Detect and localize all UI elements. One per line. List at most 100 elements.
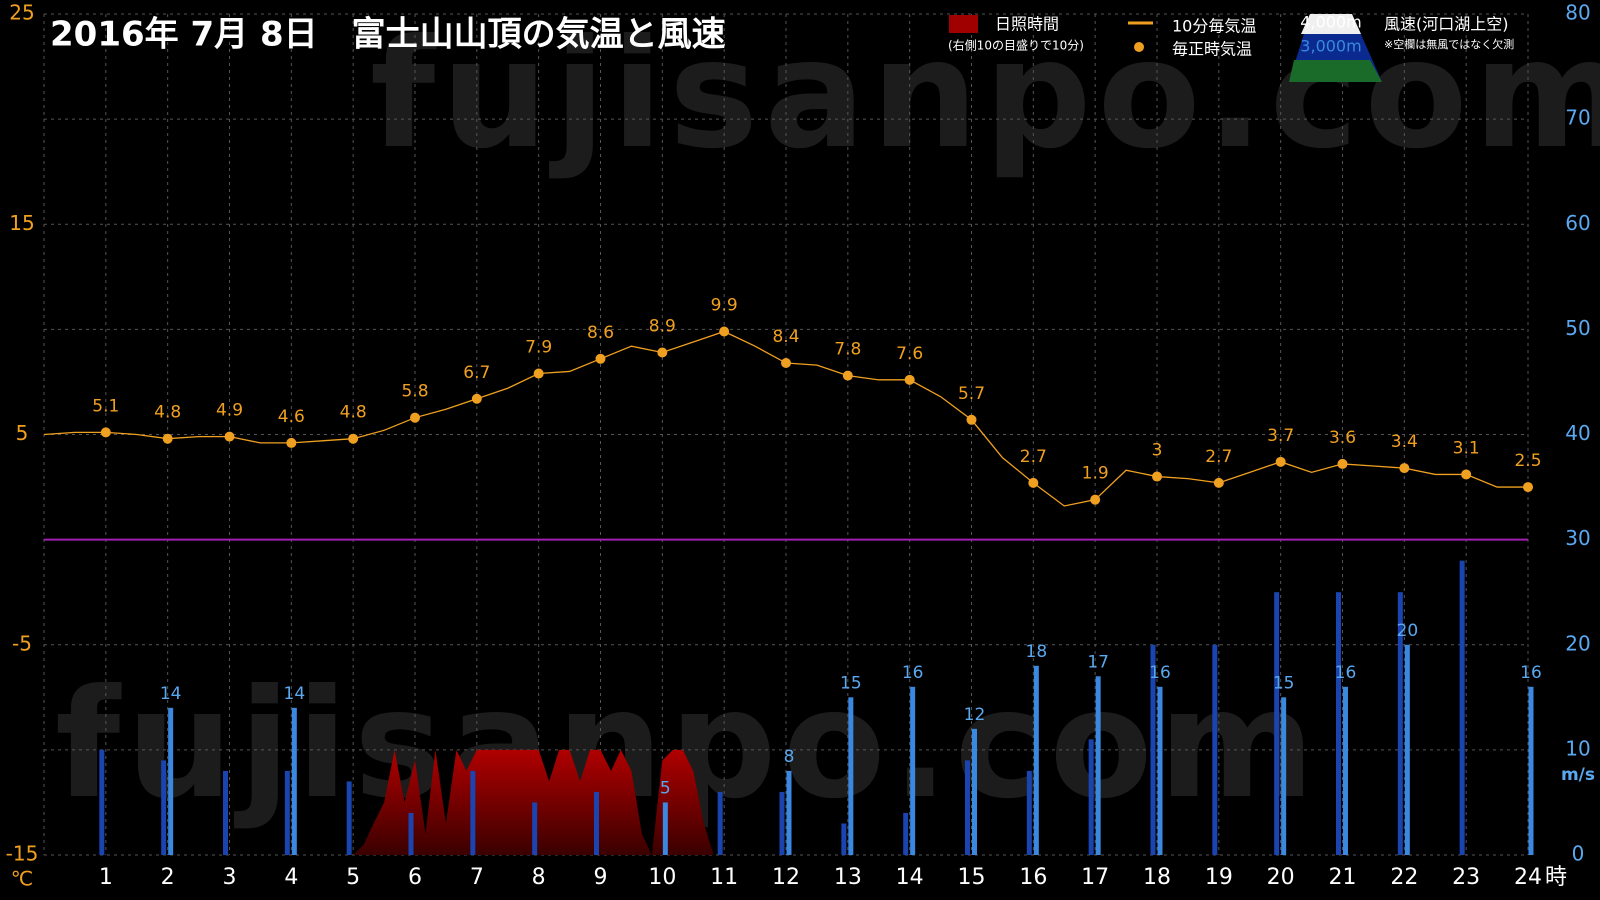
- legend-note: ※空欄は無風ではなく欠測: [1384, 37, 1514, 51]
- data-label: 2.7: [1205, 447, 1232, 467]
- y-tick-label: -5: [12, 631, 32, 655]
- data-label: 3.4: [1391, 432, 1418, 452]
- data-label: 7.9: [525, 338, 552, 358]
- data-label: 12: [964, 705, 986, 725]
- hourly-point: [1399, 463, 1410, 474]
- hourly-point: [1152, 471, 1162, 482]
- wind-bar: [903, 812, 909, 855]
- x-tick-label: 14: [896, 865, 924, 890]
- legend-label: 日照時間: [995, 15, 1059, 34]
- legend-mountain: [1289, 60, 1382, 82]
- x-tick-label: 20: [1267, 865, 1295, 890]
- wind-bar: [1281, 697, 1287, 855]
- data-label: 4.9: [216, 401, 243, 421]
- data-label: 17: [1087, 652, 1109, 672]
- data-label: 9.9: [711, 295, 738, 315]
- wind-bar: [346, 781, 352, 855]
- hourly-point: [595, 353, 606, 364]
- wind-bar: [779, 791, 785, 855]
- y2-tick-label: 70: [1565, 106, 1590, 130]
- data-label: 16: [1149, 663, 1171, 683]
- data-label: 16: [1520, 663, 1542, 683]
- data-label: 20: [1397, 621, 1419, 641]
- x-tick-label: 4: [284, 865, 298, 890]
- wind-bar: [1212, 644, 1218, 855]
- data-label: 3: [1152, 441, 1163, 461]
- hourly-point: [1028, 477, 1039, 488]
- x-tick-label: 11: [710, 865, 738, 890]
- x-tick-label: 10: [648, 865, 676, 890]
- data-label: 16: [1335, 663, 1357, 683]
- wind-bar: [965, 760, 970, 855]
- hourly-point: [348, 433, 359, 444]
- wind-bar: [223, 770, 228, 855]
- hourly-point: [100, 427, 111, 438]
- data-label: 2.7: [1020, 447, 1047, 467]
- x-tick-label: 3: [223, 865, 237, 890]
- data-label: 15: [1273, 673, 1295, 693]
- x-tick-label: 1: [99, 865, 113, 890]
- y2-tick-label: 10: [1565, 736, 1590, 760]
- data-label: 3.7: [1267, 426, 1294, 446]
- wind-bar: [594, 791, 599, 855]
- wind-bar: [717, 791, 723, 855]
- wind-bar: [1336, 592, 1341, 855]
- wind-bar: [1343, 686, 1348, 855]
- wind-bar: [1404, 644, 1410, 855]
- hourly-point: [1461, 469, 1472, 480]
- data-label: 5: [660, 778, 671, 798]
- wind-bar: [841, 823, 847, 855]
- wind-bar: [1157, 686, 1163, 855]
- y-tick-label: 25: [9, 1, 34, 25]
- hourly-point: [842, 370, 853, 381]
- data-label: 14: [284, 684, 306, 704]
- wind-bar: [168, 707, 174, 855]
- hourly-point: [224, 431, 235, 442]
- wind-bar: [1397, 592, 1403, 855]
- y2-tick-label: 0: [1572, 842, 1585, 866]
- legend-mountain: [1301, 14, 1361, 34]
- x-tick-label: 16: [1019, 865, 1047, 890]
- x-tick-label: 7: [470, 865, 484, 890]
- wind-bar: [1088, 739, 1094, 855]
- y-unit: ℃: [11, 867, 33, 891]
- wind-bar: [786, 770, 792, 855]
- data-label: 8.9: [649, 317, 676, 337]
- wind-bar: [1033, 665, 1039, 855]
- x-tick-label: 21: [1329, 865, 1357, 890]
- data-label: 5.1: [92, 396, 119, 416]
- legend-label: 3,000m: [1300, 37, 1361, 56]
- legend-title: 風速(河口湖上空): [1384, 15, 1509, 34]
- hourly-point: [410, 412, 420, 423]
- wind-bar: [470, 770, 476, 855]
- legend-swatch: [949, 15, 978, 33]
- x-tick-label: 9: [594, 865, 608, 890]
- x-tick-label: 5: [346, 865, 360, 890]
- data-label: 6.7: [463, 363, 490, 383]
- y2-unit: m/s: [1561, 765, 1595, 785]
- data-label: 3.6: [1329, 428, 1356, 448]
- wind-bar: [99, 749, 105, 855]
- wind-bar: [848, 697, 854, 855]
- hourly-point: [1275, 456, 1286, 467]
- wind-bar: [1150, 644, 1156, 855]
- x-tick-label: 17: [1081, 865, 1109, 890]
- data-label: 5.7: [958, 384, 985, 404]
- data-label: 8.6: [587, 323, 614, 343]
- hourly-point: [719, 326, 730, 337]
- x-unit: 時: [1545, 865, 1567, 890]
- data-label: 15: [840, 673, 862, 693]
- data-label: 14: [160, 684, 182, 704]
- data-label: 8: [784, 747, 795, 767]
- x-tick-label: 13: [834, 865, 862, 890]
- hourly-point: [781, 358, 791, 369]
- hourly-point: [1213, 477, 1224, 488]
- x-tick-label: 12: [772, 865, 800, 890]
- wind-bar: [1528, 686, 1534, 855]
- wind-bar: [291, 707, 297, 855]
- hourly-point: [1523, 482, 1533, 493]
- x-tick-label: 15: [958, 865, 986, 890]
- data-label: 1.9: [1082, 464, 1109, 484]
- wind-bar: [161, 760, 167, 855]
